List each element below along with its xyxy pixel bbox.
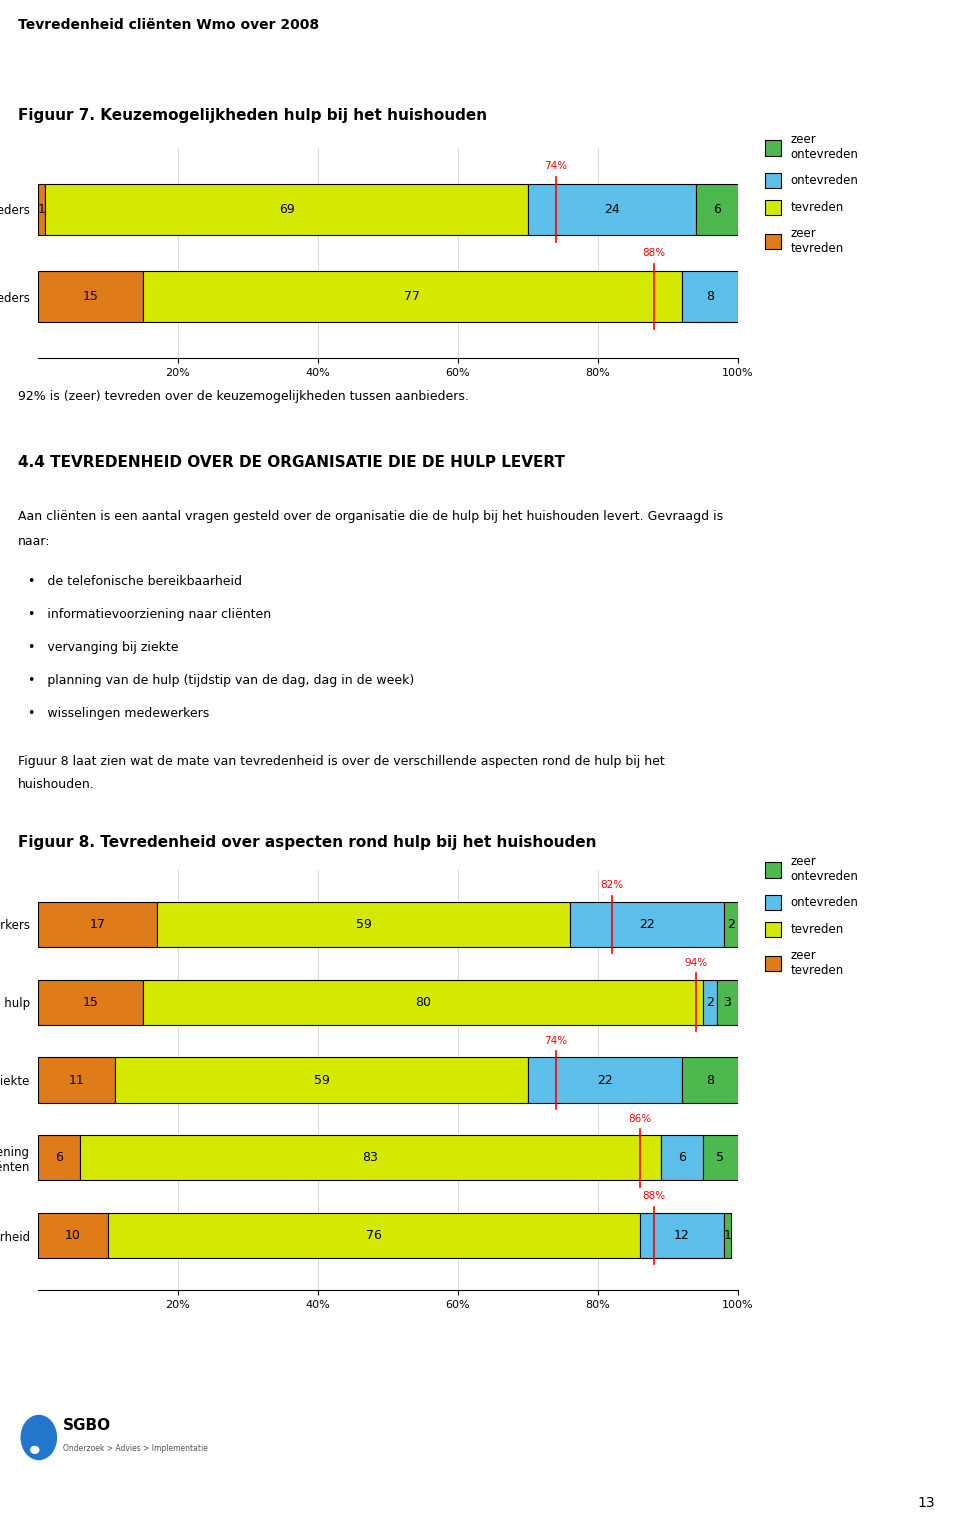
Text: 4.4 TEVREDENHEID OVER DE ORGANISATIE DIE DE HULP LEVERT: 4.4 TEVREDENHEID OVER DE ORGANISATIE DIE…: [18, 456, 565, 469]
Text: 6: 6: [678, 1152, 686, 1164]
Text: 88%: 88%: [642, 249, 665, 258]
Bar: [80, 1135, 661, 1180]
Text: •   informatievoorziening naar cliënten: • informatievoorziening naar cliënten: [28, 607, 271, 621]
Text: Aan cliënten is een aantal vragen gesteld over de organisatie die de hulp bij he: Aan cliënten is een aantal vragen gestel…: [18, 509, 723, 523]
Text: 8: 8: [706, 290, 714, 304]
Text: 1: 1: [37, 202, 45, 216]
Circle shape: [31, 1447, 38, 1453]
Bar: [661, 1135, 703, 1180]
Text: 69: 69: [278, 202, 295, 216]
Ellipse shape: [21, 1416, 57, 1459]
Legend: zeer
ontevreden, ontevreden, tevreden, zeer
tevreden: zeer ontevreden, ontevreden, tevreden, z…: [765, 854, 859, 977]
Text: •   wisselingen medewerkers: • wisselingen medewerkers: [28, 707, 209, 719]
Text: 88%: 88%: [642, 1192, 665, 1201]
Bar: [38, 1057, 115, 1103]
Bar: [703, 980, 717, 1025]
Text: 77: 77: [404, 290, 420, 304]
Text: Figuur 7. Keuzemogelijkheden hulp bij het huishouden: Figuur 7. Keuzemogelijkheden hulp bij he…: [18, 107, 487, 123]
Text: 6: 6: [713, 202, 721, 216]
Bar: [724, 902, 738, 946]
Text: 17: 17: [89, 917, 106, 931]
Bar: [703, 1135, 738, 1180]
Text: 1: 1: [724, 1229, 732, 1243]
Text: 2: 2: [706, 996, 714, 1009]
Text: 11: 11: [68, 1074, 84, 1086]
Text: naar:: naar:: [18, 535, 51, 548]
Bar: [115, 1057, 528, 1103]
Bar: [38, 272, 143, 322]
Bar: [528, 1057, 682, 1103]
Text: 22: 22: [639, 917, 655, 931]
Text: 8: 8: [706, 1074, 714, 1086]
Text: 12: 12: [674, 1229, 690, 1243]
Text: 59: 59: [355, 917, 372, 931]
Text: 5: 5: [716, 1152, 725, 1164]
Bar: [38, 980, 143, 1025]
Bar: [682, 272, 738, 322]
Text: 10: 10: [65, 1229, 81, 1243]
Bar: [143, 272, 682, 322]
Text: 15: 15: [83, 996, 99, 1009]
Bar: [143, 980, 703, 1025]
Bar: [157, 902, 570, 946]
Bar: [724, 1213, 731, 1258]
Bar: [682, 1057, 738, 1103]
Bar: [696, 184, 738, 235]
Text: •   de telefonische bereikbaarheid: • de telefonische bereikbaarheid: [28, 575, 242, 588]
Text: 74%: 74%: [544, 161, 567, 170]
Bar: [108, 1213, 640, 1258]
Text: 6: 6: [55, 1152, 63, 1164]
Text: 59: 59: [314, 1074, 329, 1086]
Bar: [528, 184, 696, 235]
Text: 94%: 94%: [684, 959, 708, 968]
Text: huishouden.: huishouden.: [18, 778, 95, 792]
Text: 15: 15: [83, 290, 99, 304]
Text: Figuur 8. Tevredenheid over aspecten rond hulp bij het huishouden: Figuur 8. Tevredenheid over aspecten ron…: [18, 834, 596, 850]
Text: 2: 2: [727, 917, 735, 931]
Text: SGBO: SGBO: [62, 1417, 111, 1433]
Text: 86%: 86%: [629, 1114, 652, 1123]
Legend: zeer
ontevreden, ontevreden, tevreden, zeer
tevreden: zeer ontevreden, ontevreden, tevreden, z…: [765, 133, 859, 255]
Bar: [717, 980, 738, 1025]
Text: •   planning van de hulp (tijdstip van de dag, dag in de week): • planning van de hulp (tijdstip van de …: [28, 673, 415, 687]
Text: Tevredenheid cliënten Wmo over 2008: Tevredenheid cliënten Wmo over 2008: [18, 18, 319, 32]
Bar: [45, 184, 528, 235]
Text: 74%: 74%: [544, 1035, 567, 1046]
Bar: [38, 184, 45, 235]
Bar: [38, 1213, 108, 1258]
Text: 80: 80: [415, 996, 431, 1009]
Text: 13: 13: [918, 1496, 935, 1509]
Text: 92% is (zeer) tevreden over de keuzemogelijkheden tussen aanbieders.: 92% is (zeer) tevreden over de keuzemoge…: [18, 390, 468, 403]
Bar: [38, 902, 157, 946]
Text: 82%: 82%: [600, 881, 624, 890]
Text: 24: 24: [604, 202, 620, 216]
Text: •   vervanging bij ziekte: • vervanging bij ziekte: [28, 641, 179, 653]
Bar: [640, 1213, 724, 1258]
Text: 83: 83: [363, 1152, 378, 1164]
Text: Onderzoek > Advies > Implementatie: Onderzoek > Advies > Implementatie: [62, 1443, 207, 1453]
Text: Figuur 8 laat zien wat de mate van tevredenheid is over de verschillende aspecte: Figuur 8 laat zien wat de mate van tevre…: [18, 755, 664, 769]
Text: 76: 76: [366, 1229, 382, 1243]
Text: 22: 22: [597, 1074, 612, 1086]
Text: 3: 3: [724, 996, 732, 1009]
Bar: [38, 1135, 80, 1180]
Bar: [570, 902, 724, 946]
